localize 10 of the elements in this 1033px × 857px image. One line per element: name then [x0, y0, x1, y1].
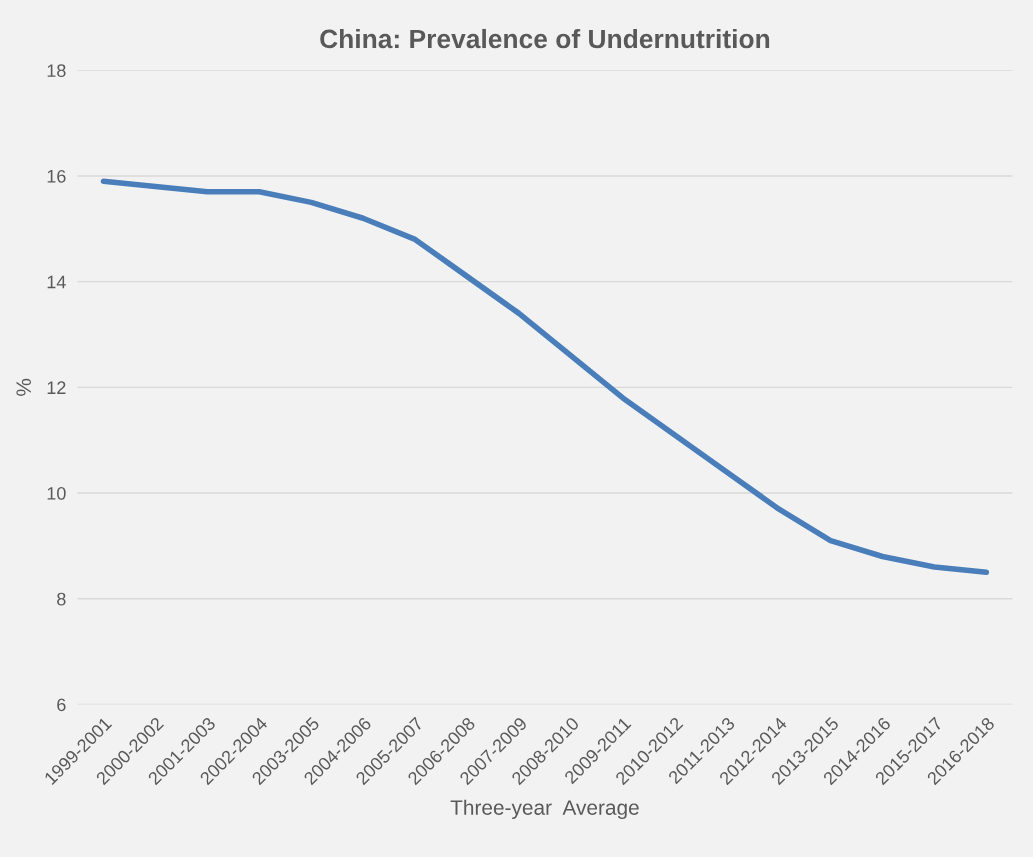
y-tick-label: 14 — [47, 275, 66, 289]
y-tick-label: 6 — [57, 698, 66, 712]
y-tick-label: 16 — [47, 169, 66, 183]
y-axis-title: % — [16, 378, 31, 396]
y-tick-label: 18 — [47, 64, 66, 77]
chart-title: China: Prevalence of Undernutrition — [320, 28, 770, 49]
y-tick-label: 10 — [47, 487, 66, 500]
y-tick-label: 12 — [47, 381, 66, 394]
x-axis-title: Three-year Average — [450, 799, 639, 820]
y-tick-label: 8 — [57, 592, 66, 606]
